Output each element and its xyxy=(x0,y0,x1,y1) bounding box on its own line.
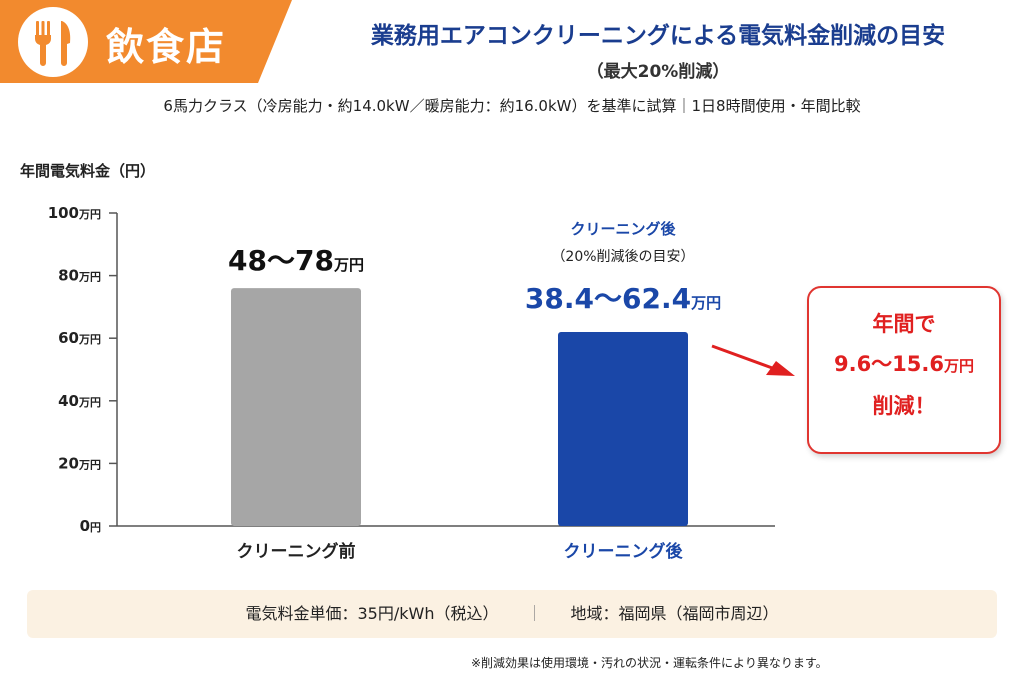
after-note: （20%削減後の目安） xyxy=(551,248,694,265)
callout-line1: 年間で xyxy=(872,312,936,336)
page-title: 業務用エアコンクリーニングによる電気料金削減の目安 xyxy=(370,23,946,49)
callout-unit: 万円 xyxy=(944,357,975,375)
calculation-conditions: 6馬力クラス（冷房能力・約14.0kW／暖房能力：約16.0kW）を基準に試算｜… xyxy=(163,97,861,115)
x-category-label: クリーニング前 xyxy=(237,541,356,562)
callout-amount: 9.6〜15.6 xyxy=(833,352,944,376)
category-icon-badge xyxy=(18,7,88,77)
electricity-price: 電気料金単価：35円/kWh（税込） xyxy=(245,604,499,623)
y-tick-label: 40万円 xyxy=(58,392,101,410)
page-subtitle: （最大20%削減） xyxy=(586,62,730,82)
footnote: ※削減効果は使用環境・汚れの状況・運転条件により異なります。 xyxy=(471,656,828,670)
bar-value-label: 48〜78万円 xyxy=(228,244,364,277)
info-box: 電気料金単価：35円/kWh（税込） ｜ 地域：福岡県（福岡市周辺） xyxy=(27,590,997,638)
bar-value-label: 38.4〜62.4万円 xyxy=(525,282,721,315)
y-tick-label: 20万円 xyxy=(58,454,101,472)
callout-line3: 削減！ xyxy=(872,394,936,418)
arrow-icon xyxy=(711,344,795,376)
savings-callout: 年間で 9.6〜15.6万円 削減！ xyxy=(807,286,1001,454)
bar-after xyxy=(558,331,688,526)
after-heading: クリーニング後 xyxy=(570,220,676,238)
y-tick-label: 100万円 xyxy=(48,204,101,222)
y-tick-label: 60万円 xyxy=(58,329,101,347)
fork-knife-icon xyxy=(34,21,71,66)
info-separator: ｜ xyxy=(526,604,543,623)
region: 地域：福岡県（福岡市周辺） xyxy=(570,604,779,623)
callout-amount-line: 9.6〜15.6万円 xyxy=(809,348,999,378)
y-tick-label: 80万円 xyxy=(58,267,101,285)
y-tick-label: 0円 xyxy=(80,517,101,535)
x-category-label: クリーニング後 xyxy=(564,541,684,562)
y-axis-title: 年間電気料金（円） xyxy=(20,162,156,180)
bar-before xyxy=(231,288,361,526)
category-label: 飲食店 xyxy=(106,25,227,69)
